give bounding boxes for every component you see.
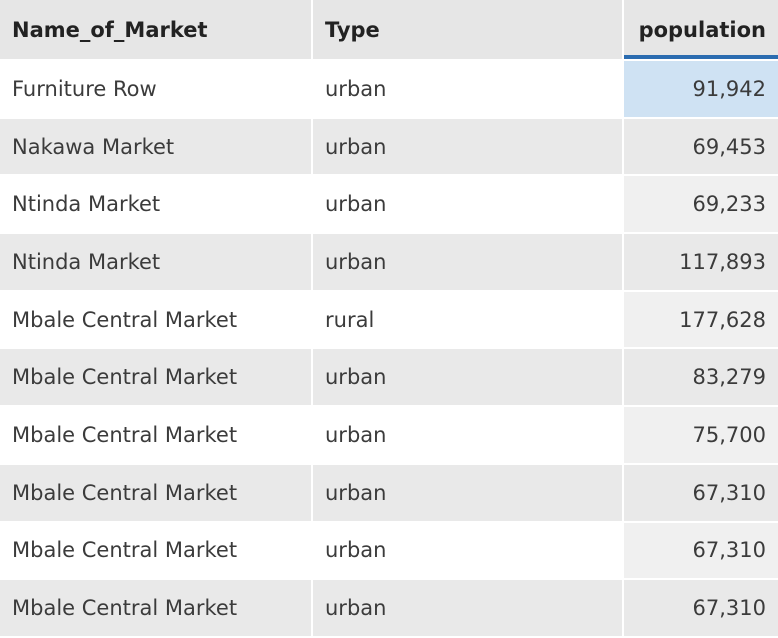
cell-type[interactable]: urban <box>312 521 624 581</box>
table-row[interactable]: Mbale Central Market urban 75,700 <box>0 406 778 465</box>
cell-population[interactable]: 67,310 <box>623 579 778 638</box>
header-row: Name_of_Market Type population <box>0 0 778 61</box>
cell-name[interactable]: Mbale Central Market <box>0 348 313 408</box>
cell-population[interactable]: 69,453 <box>623 117 778 177</box>
cell-type[interactable]: urban <box>312 348 624 408</box>
cell-name[interactable]: Mbale Central Market <box>0 290 313 350</box>
cell-population[interactable]: 67,310 <box>623 521 778 581</box>
cell-name[interactable]: Nakawa Market <box>0 117 313 177</box>
cell-name[interactable]: Mbale Central Market <box>0 579 313 638</box>
cell-population[interactable]: 67,310 <box>623 463 778 523</box>
cell-name[interactable]: Mbale Central Market <box>0 406 313 465</box>
table-row[interactable]: Mbale Central Market urban 67,310 <box>0 463 778 523</box>
table-row[interactable]: Mbale Central Market urban 67,310 <box>0 521 778 581</box>
cell-type[interactable]: rural <box>312 290 624 350</box>
cell-population[interactable]: 75,700 <box>623 406 778 465</box>
cell-population[interactable]: 177,628 <box>623 290 778 350</box>
column-header-type[interactable]: Type <box>312 0 624 61</box>
cell-name[interactable]: Furniture Row <box>0 60 313 119</box>
table-row[interactable]: Ntinda Market urban 69,233 <box>0 175 778 235</box>
table-header: Name_of_Market Type population <box>0 0 778 61</box>
cell-type[interactable]: urban <box>312 406 624 465</box>
table-row[interactable]: Mbale Central Market rural 177,628 <box>0 290 778 350</box>
cell-type[interactable]: urban <box>312 463 624 523</box>
table-body: Furniture Row urban 91,942 Nakawa Market… <box>0 60 778 638</box>
column-header-name-of-market[interactable]: Name_of_Market <box>0 0 313 61</box>
cell-name[interactable]: Mbale Central Market <box>0 521 313 581</box>
table-row[interactable]: Nakawa Market urban 69,453 <box>0 117 778 177</box>
cell-population-selected[interactable]: 91,942 <box>623 60 778 119</box>
cell-name[interactable]: Mbale Central Market <box>0 463 313 523</box>
cell-name[interactable]: Ntinda Market <box>0 175 313 235</box>
cell-population[interactable]: 117,893 <box>623 233 778 292</box>
cell-type[interactable]: urban <box>312 233 624 292</box>
table-row[interactable]: Ntinda Market urban 117,893 <box>0 233 778 292</box>
cell-type[interactable]: urban <box>312 117 624 177</box>
table-row[interactable]: Mbale Central Market urban 83,279 <box>0 348 778 408</box>
cell-type[interactable]: urban <box>312 175 624 235</box>
cell-name[interactable]: Ntinda Market <box>0 233 313 292</box>
column-header-population[interactable]: population <box>623 0 778 61</box>
table-row[interactable]: Mbale Central Market urban 67,310 <box>0 579 778 638</box>
cell-type[interactable]: urban <box>312 60 624 119</box>
cell-population[interactable]: 69,233 <box>623 175 778 235</box>
table-row[interactable]: Furniture Row urban 91,942 <box>0 60 778 119</box>
cell-population[interactable]: 83,279 <box>623 348 778 408</box>
cell-type[interactable]: urban <box>312 579 624 638</box>
